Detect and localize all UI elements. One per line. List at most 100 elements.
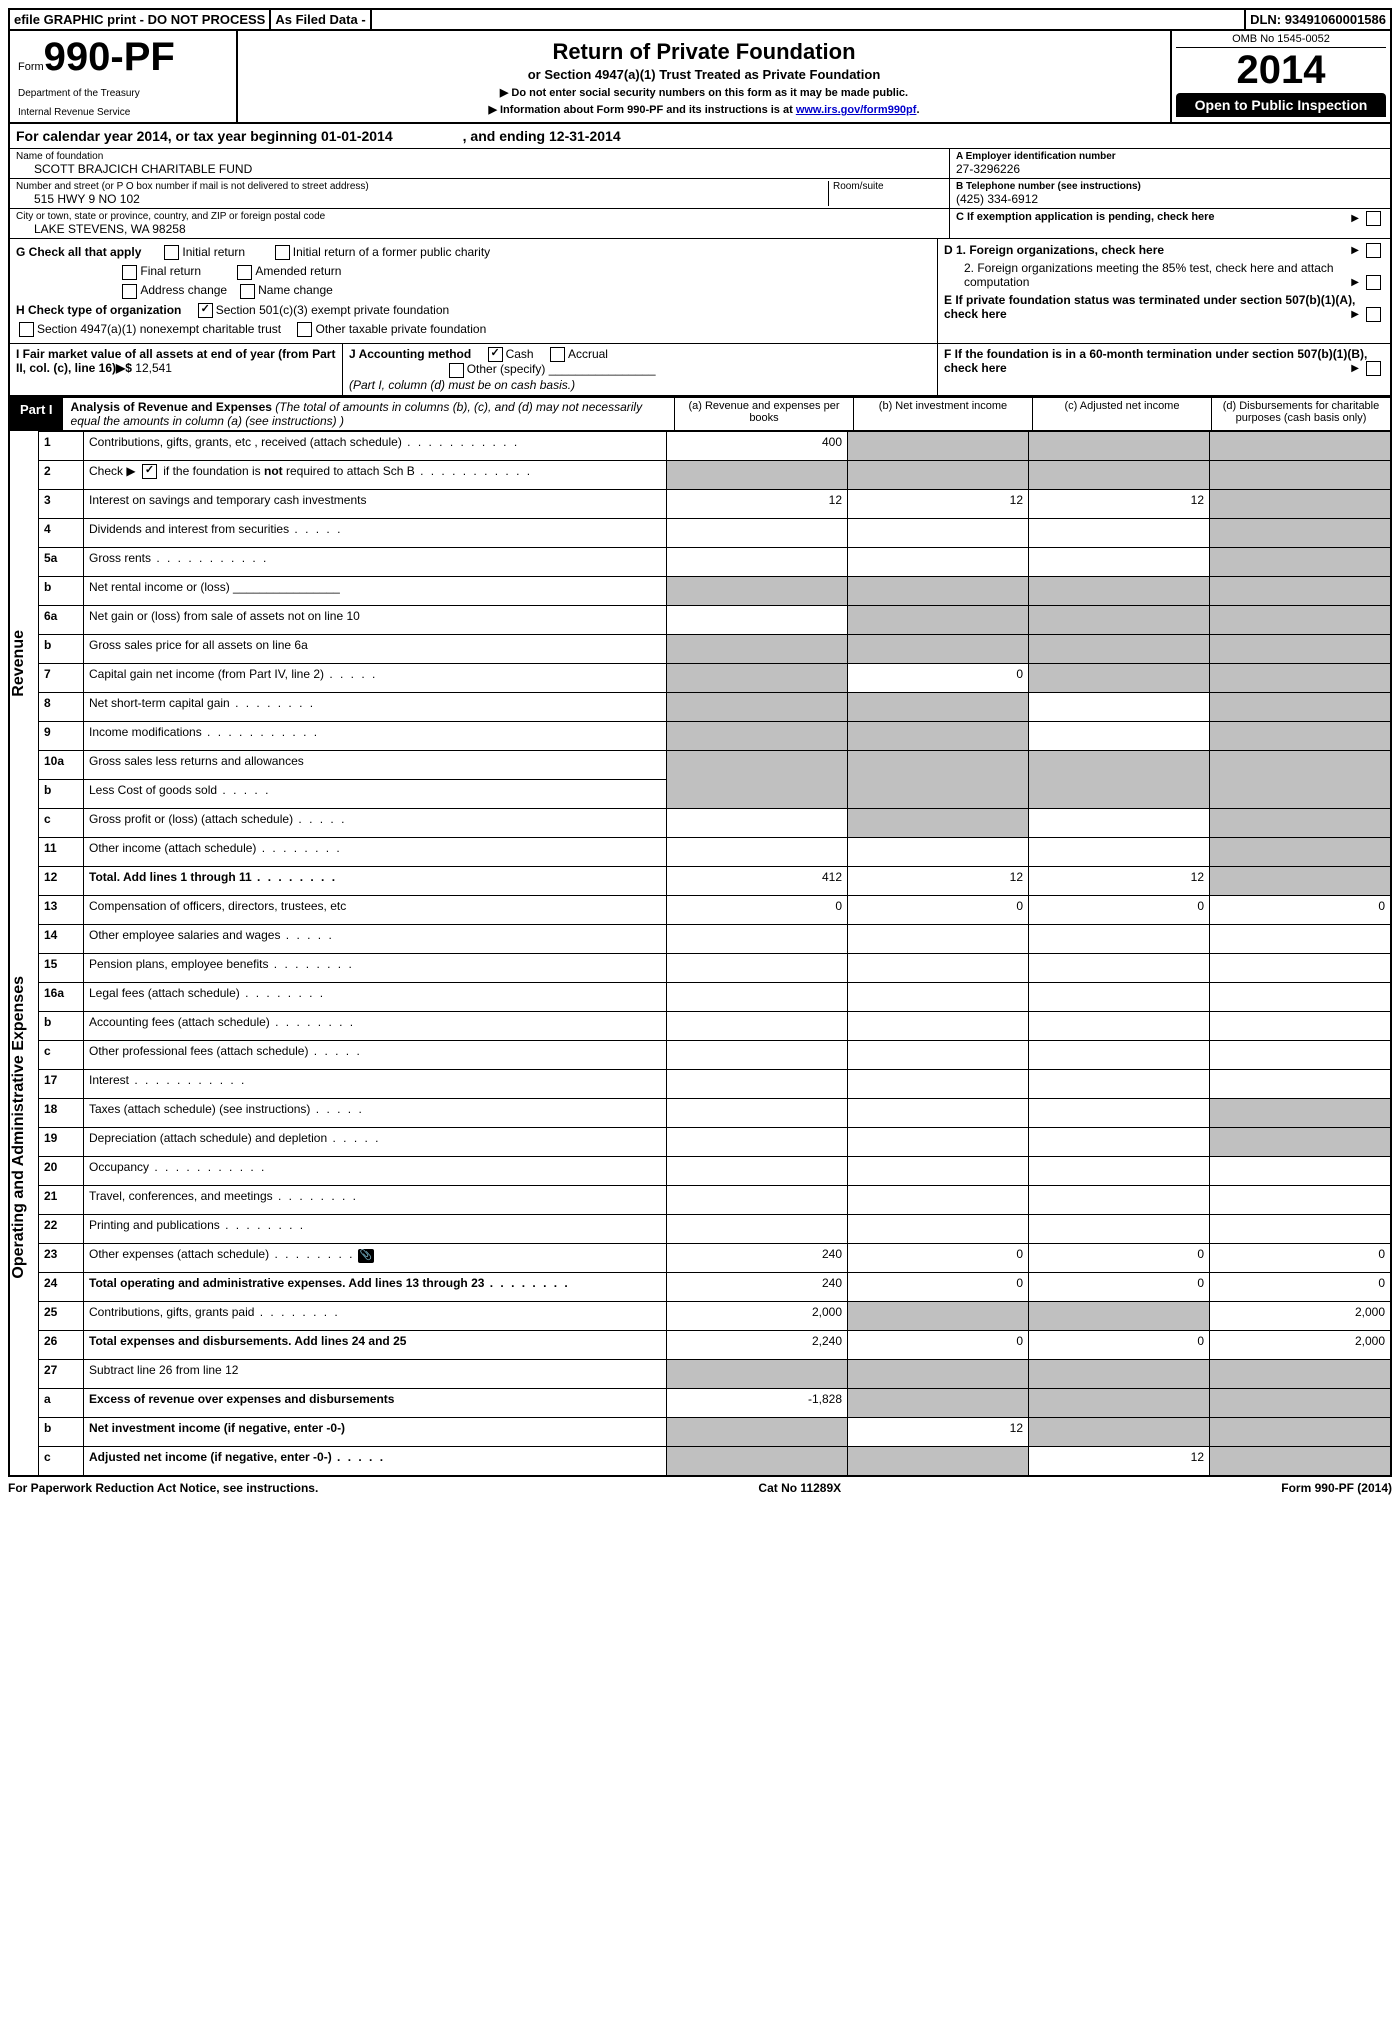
row-16c: c Other professional fees (attach schedu… (9, 1040, 1391, 1069)
part1-table: Revenue 1 Contributions, gifts, grants, … (8, 431, 1392, 1477)
r21-c (1029, 1185, 1210, 1214)
r6a-desc: Net gain or (loss) from sale of assets n… (84, 605, 667, 634)
room-label: Room/suite (833, 181, 943, 192)
r6a-d (1210, 605, 1392, 634)
r19-num: 19 (39, 1127, 84, 1156)
r4-num: 4 (39, 518, 84, 547)
row-10a: 10a Gross sales less returns and allowan… (9, 750, 1391, 779)
r21-a (667, 1185, 848, 1214)
g-chk-amended[interactable] (237, 265, 252, 280)
row-18: 18 Taxes (attach schedule) (see instruct… (9, 1098, 1391, 1127)
r16b-c (1029, 1011, 1210, 1040)
r17-text: Interest (89, 1073, 246, 1087)
r7-desc: Capital gain net income (from Part IV, l… (84, 663, 667, 692)
row-27b: b Net investment income (if negative, en… (9, 1417, 1391, 1446)
r4-desc: Dividends and interest from securities (84, 518, 667, 547)
open-public-badge: Open to Public Inspection (1176, 93, 1386, 117)
r8-desc: Net short-term capital gain (84, 692, 667, 721)
r10b-num: b (39, 779, 84, 808)
f-chk-wrap (1351, 361, 1384, 376)
d1-label: D 1. Foreign organizations, check here (944, 243, 1164, 257)
r17-desc: Interest (84, 1069, 667, 1098)
h-chk-4947[interactable] (19, 322, 34, 337)
r2-checkbox[interactable]: ✓ (142, 464, 157, 479)
ein-value: 27-3296226 (956, 162, 1384, 176)
address-cell: Number and street (or P O box number if … (10, 179, 949, 209)
dln-cell: DLN: 93491060001586 (1246, 10, 1390, 29)
g-chk-initial-former[interactable] (275, 245, 290, 260)
r19-c (1029, 1127, 1210, 1156)
addr-value: 515 HWY 9 NO 102 (16, 192, 824, 206)
r14-d (1210, 924, 1392, 953)
r16a-text: Legal fees (attach schedule) (89, 986, 325, 1000)
r23-b: 0 (848, 1243, 1029, 1272)
h-chk-other[interactable] (297, 322, 312, 337)
g-chk-final[interactable] (122, 265, 137, 280)
d2-chk-wrap (1351, 275, 1384, 290)
r6a-b (848, 605, 1029, 634)
dln-value: 93491060001586 (1285, 12, 1386, 27)
r8-a (667, 692, 848, 721)
j-chk-cash[interactable]: ✓ (488, 347, 503, 362)
r9-num: 9 (39, 721, 84, 750)
g-chk-addr[interactable] (122, 284, 137, 299)
part1-desc-bold: Analysis of Revenue and Expenses (71, 400, 272, 414)
r16b-num: b (39, 1011, 84, 1040)
r27c-desc: Adjusted net income (if negative, enter … (84, 1446, 667, 1476)
irs-link[interactable]: www.irs.gov/form990pf (796, 104, 917, 116)
r10c-num: c (39, 808, 84, 837)
year-box: OMB No 1545-0052 2014 Open to Public Ins… (1172, 31, 1390, 122)
part1-tab: Part I (10, 398, 63, 430)
r10c-c (1029, 808, 1210, 837)
d1-checkbox[interactable] (1366, 243, 1381, 258)
r2-bold: not (264, 464, 283, 478)
attach-icon[interactable]: 📎 (358, 1249, 374, 1263)
r15-b (848, 953, 1029, 982)
f-checkbox[interactable] (1366, 361, 1381, 376)
r3-b: 12 (848, 489, 1029, 518)
h-chk-501c3[interactable]: ✓ (198, 303, 213, 318)
j-chk-other[interactable] (449, 363, 464, 378)
g-chk-initial[interactable] (164, 245, 179, 260)
row-23: 23 Other expenses (attach schedule) 📎 24… (9, 1243, 1391, 1272)
r24-d: 0 (1210, 1272, 1392, 1301)
r21-d (1210, 1185, 1392, 1214)
r6b-num: b (39, 634, 84, 663)
form-note-2: ▶ Information about Form 990-PF and its … (246, 103, 1162, 116)
r5a-b (848, 547, 1029, 576)
r10b-desc: Less Cost of goods sold (84, 779, 667, 808)
d2-checkbox[interactable] (1366, 275, 1381, 290)
r27-d (1210, 1359, 1392, 1388)
row-27c: c Adjusted net income (if negative, ente… (9, 1446, 1391, 1476)
e-row: E If private foundation status was termi… (944, 293, 1384, 321)
r27b-b: 12 (848, 1417, 1029, 1446)
j-chk-accrual[interactable] (550, 347, 565, 362)
r22-text: Printing and publications (89, 1218, 305, 1232)
r6b-b (848, 634, 1029, 663)
r14-text: Other employee salaries and wages (89, 928, 334, 942)
top-bar: efile GRAPHIC print - DO NOT PROCESS As … (8, 8, 1392, 31)
r16b-d (1210, 1011, 1392, 1040)
r16a-a (667, 982, 848, 1011)
ein-label: A Employer identification number (956, 151, 1384, 162)
r14-c (1029, 924, 1210, 953)
r5a-desc: Gross rents (84, 547, 667, 576)
row-22: 22 Printing and publications (9, 1214, 1391, 1243)
r5b-desc: Net rental income or (loss) ____________… (84, 576, 667, 605)
exemption-pending-cell: C If exemption application is pending, c… (950, 209, 1390, 228)
r9-b (848, 721, 1029, 750)
r6b-d (1210, 634, 1392, 663)
r16c-desc: Other professional fees (attach schedule… (84, 1040, 667, 1069)
c-checkbox[interactable] (1366, 211, 1381, 226)
row-15: 15 Pension plans, employee benefits (9, 953, 1391, 982)
row-3: 3 Interest on savings and temporary cash… (9, 489, 1391, 518)
g-chk-name[interactable] (240, 284, 255, 299)
note2-pre: ▶ Information about Form 990-PF and its … (488, 104, 795, 116)
page-footer: For Paperwork Reduction Act Notice, see … (8, 1477, 1392, 1499)
r4-b (848, 518, 1029, 547)
e-checkbox[interactable] (1366, 307, 1381, 322)
r8-b (848, 692, 1029, 721)
r27a-c (1029, 1388, 1210, 1417)
r7-num: 7 (39, 663, 84, 692)
r17-b (848, 1069, 1029, 1098)
